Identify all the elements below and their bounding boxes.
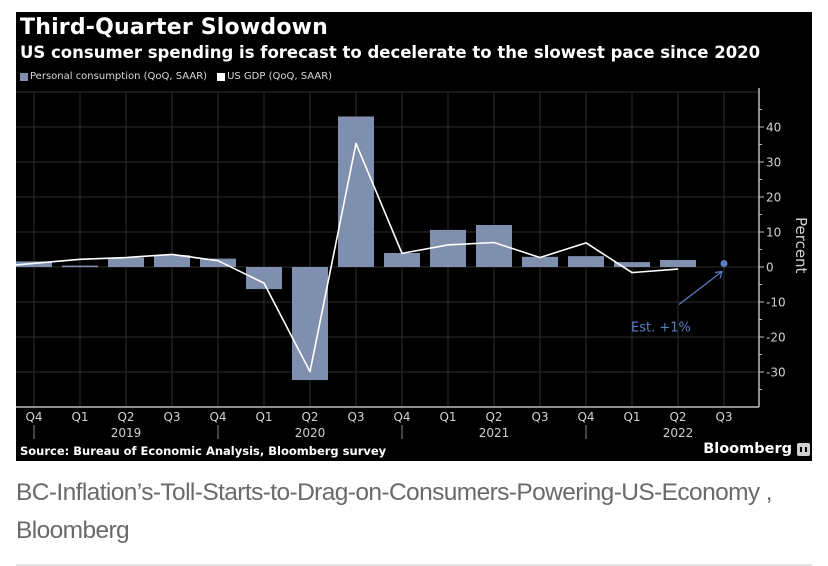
- brand-logo: Bloomberg: [703, 441, 792, 457]
- y-tick-label: 10: [766, 226, 781, 240]
- x-tick-label: Q2: [485, 410, 502, 424]
- x-tick-label: Q4: [393, 410, 410, 424]
- chart-plot: -30 -20 -10 0 10 20 30 40 Percent Q4 Q1 Q2 Q3 Q4 Q1 Q2 Q…: [16, 88, 810, 440]
- x-tick-label: Q1: [71, 410, 88, 424]
- x-year-label: 2020: [295, 426, 326, 440]
- legend-swatch-consumption: [20, 72, 28, 81]
- y-tick-label: -30: [766, 366, 786, 380]
- y-axis-title: Percent: [792, 217, 810, 274]
- x-tick-label: Q3: [715, 410, 732, 424]
- x-tick-label: Q4: [209, 410, 226, 424]
- x-tick-label: Q1: [255, 410, 272, 424]
- y-tick-label: 40: [766, 121, 781, 135]
- x-tick-label: Q3: [531, 410, 548, 424]
- legend-item-consumption: Personal consumption (QoQ, SAAR): [20, 71, 207, 82]
- x-year-label: 2022: [663, 426, 694, 440]
- bar-consumption: [568, 256, 604, 267]
- legend-item-gdp: US GDP (QoQ, SAAR): [217, 71, 332, 82]
- bar-consumption: [292, 267, 328, 381]
- estimate-arrowhead: [714, 270, 723, 279]
- x-tick-label: Q4: [577, 410, 594, 424]
- legend-swatch-gdp: [217, 72, 226, 81]
- bloomberg-chart-icon: [797, 443, 810, 456]
- chart-title: Third-Quarter Slowdown: [20, 15, 329, 40]
- x-tick-label: Q2: [301, 410, 318, 424]
- y-tick-label: 0: [766, 261, 774, 275]
- x-tick-label: Q3: [163, 410, 180, 424]
- bar-consumption: [62, 265, 98, 268]
- x-tick-label: Q3: [347, 410, 364, 424]
- bar-consumption: [16, 261, 52, 267]
- bar-consumption: [200, 258, 236, 267]
- chart-subtitle: US consumer spending is forecast to dece…: [20, 43, 761, 62]
- divider: [16, 564, 812, 566]
- y-tick-label: 20: [766, 191, 781, 205]
- source-note: Source: Bureau of Economic Analysis, Blo…: [20, 444, 387, 458]
- y-tick-label: -20: [766, 331, 786, 345]
- bar-consumption: [246, 267, 282, 290]
- legend-label-gdp: US GDP (QoQ, SAAR): [227, 71, 333, 82]
- x-tick-label: Q2: [669, 410, 686, 424]
- x-tick-label: Q4: [25, 410, 42, 424]
- x-tick-label: Q1: [623, 410, 640, 424]
- x-year-label: 2019: [111, 426, 142, 440]
- estimate-label: Est. +1%: [631, 321, 691, 336]
- legend-label-consumption: Personal consumption (QoQ, SAAR): [30, 71, 208, 82]
- bar-consumption: [522, 256, 558, 267]
- bar-consumption: [108, 257, 144, 267]
- y-tick-label: 30: [766, 156, 781, 170]
- bar-consumption: [614, 262, 650, 267]
- estimate-arrow: [678, 271, 723, 305]
- chart-panel: Third-Quarter Slowdown US consumer spend…: [16, 12, 812, 461]
- y-tick-label: -10: [766, 296, 786, 310]
- bar-consumption: [154, 255, 190, 267]
- bar-consumption: [660, 260, 696, 267]
- x-year-label: 2021: [479, 426, 510, 440]
- estimate-marker: [720, 260, 728, 267]
- article-caption: BC-Inflation’s-Toll-Starts-to-Drag-on-Co…: [16, 479, 773, 544]
- bar-consumption: [384, 253, 420, 267]
- legend: Personal consumption (QoQ, SAAR) US GDP …: [20, 71, 332, 82]
- x-tick-label: Q1: [439, 410, 456, 424]
- bar-consumption: [430, 229, 466, 267]
- x-tick-label: Q2: [117, 410, 134, 424]
- bar-consumption: [338, 116, 374, 267]
